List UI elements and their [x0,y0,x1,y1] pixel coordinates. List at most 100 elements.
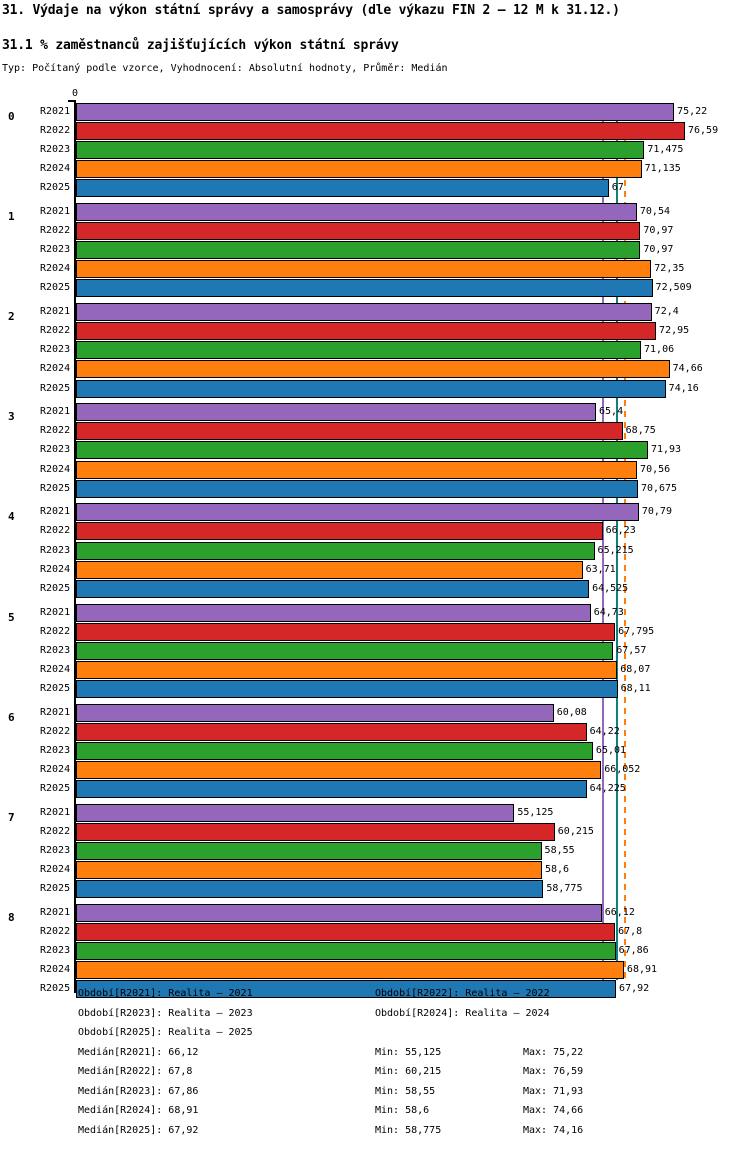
bar-R2021-6[interactable] [76,703,554,722]
bar-R2023-8[interactable] [76,941,616,960]
bar-R2024-3[interactable] [76,460,638,479]
bar-row-label-R2022: R2022 [40,825,71,837]
bar-row-label-R2022: R2022 [40,525,71,537]
bar-row[interactable]: R2024 72,35 [0,260,750,279]
bar-R2021-3[interactable] [76,403,597,422]
bar-row[interactable]: R2023 67,86 [0,941,750,961]
bar-R2025-8[interactable] [76,980,617,999]
bar-R2023-5[interactable] [76,641,614,660]
bar-row[interactable]: R2024 70,56 [0,460,750,480]
bar-R2025-6[interactable] [76,779,587,798]
bar-R2025-2[interactable] [76,379,666,398]
bar-row[interactable]: R2021 66,12 [0,903,750,923]
bar-row[interactable]: R2024 74,66 [0,360,750,379]
bar-R2022-6[interactable] [76,722,587,741]
bar-row[interactable]: R2021 75,22 [0,103,750,122]
bar-R2022-5[interactable] [76,622,616,641]
bar-row[interactable]: R2022 70,97 [0,222,750,241]
bar-R2023-1[interactable] [76,241,641,260]
bar-R2022-8[interactable] [76,922,616,941]
bar-R2024-2[interactable] [76,360,670,379]
bar-R2023-7[interactable] [76,841,542,860]
bar-row[interactable]: R2025 67,92 [0,980,750,999]
bar-row[interactable]: R2023 65,215 [0,541,750,561]
bar-row[interactable]: R2021 70,79 [0,503,750,522]
bar-R2022-1[interactable] [76,222,641,241]
bar-R2025-5[interactable] [76,679,618,698]
bar-row[interactable]: R2025 64,225 [0,779,750,799]
bar-R2021-8[interactable] [76,903,602,922]
bar-R2024-7[interactable] [76,860,542,879]
bar-row[interactable]: R2023 67,57 [0,641,750,661]
bar-R2024-0[interactable] [76,160,642,179]
bar-R2024-4[interactable] [76,560,583,579]
bar-row[interactable]: R2023 71,93 [0,441,750,460]
bar-row[interactable]: R2022 60,215 [0,822,750,842]
bar-R2022-2[interactable] [76,322,657,341]
bar-R2021-4[interactable] [76,503,639,522]
bar-value-label: 64,73 [593,606,624,618]
bar-row-label-R2022: R2022 [40,725,71,737]
bar-R2023-3[interactable] [76,441,648,460]
bar-R2024-1[interactable] [76,260,652,279]
bar-row[interactable]: R2023 71,475 [0,141,750,160]
bar-row[interactable]: R2025 70,675 [0,479,750,499]
bar-row[interactable]: R2024 68,07 [0,660,750,680]
bar-R2023-6[interactable] [76,741,593,760]
bar-R2022-4[interactable] [76,522,603,541]
bar-row-label-R2021: R2021 [40,806,71,818]
bar-row[interactable]: R2025 58,775 [0,880,750,899]
bar-row[interactable]: R2024 66,052 [0,760,750,780]
bar-row[interactable]: R2021 60,08 [0,703,750,723]
bar-row[interactable]: R2022 72,95 [0,322,750,341]
bar-row[interactable]: R2021 64,73 [0,603,750,623]
bar-row[interactable]: R2021 65,4 [0,403,750,422]
bar-R2021-5[interactable] [76,603,591,622]
bar-row[interactable]: R2021 55,125 [0,803,750,823]
bar-row[interactable]: R2021 70,54 [0,203,750,222]
bar-row[interactable]: R2022 67,8 [0,922,750,942]
bar-row[interactable]: R2025 64,525 [0,579,750,599]
bar-row-label-R2024: R2024 [40,263,71,275]
bar-R2024-5[interactable] [76,660,618,679]
bar-R2024-8[interactable] [76,961,624,980]
bar-row[interactable]: R2022 76,59 [0,122,750,141]
bar-R2023-2[interactable] [76,341,642,360]
bar-R2021-2[interactable] [76,303,652,322]
bar-row[interactable]: R2025 67 [0,179,750,198]
bar-row-label-R2022: R2022 [40,325,71,337]
bar-R2021-0[interactable] [76,103,675,121]
bar-R2025-1[interactable] [76,279,653,298]
bar-R2024-6[interactable] [76,760,602,779]
bar-row[interactable]: R2023 71,06 [0,341,750,360]
bar-R2023-0[interactable] [76,141,645,160]
bar-row[interactable]: R2024 68,91 [0,961,750,980]
bar-row[interactable]: R2024 71,135 [0,160,750,179]
legend-max-value: Max: 74,16 [523,1124,584,1136]
bar-R2022-0[interactable] [76,122,685,141]
bar-row[interactable]: R2025 68,11 [0,679,750,699]
bar-R2022-3[interactable] [76,422,623,441]
bar-row[interactable]: R2022 66,23 [0,522,750,541]
bar-row[interactable]: R2022 68,75 [0,422,750,441]
bar-row[interactable]: R2024 58,6 [0,860,750,880]
bar-R2025-4[interactable] [76,579,590,598]
bar-row[interactable]: R2023 65,01 [0,741,750,761]
bar-row[interactable]: R2021 72,4 [0,303,750,322]
bar-R2021-1[interactable] [76,203,637,222]
bar-R2023-4[interactable] [76,541,595,560]
bar-row[interactable]: R2024 63,71 [0,560,750,580]
bar-R2025-0[interactable] [76,179,609,198]
bar-row[interactable]: R2025 74,16 [0,379,750,399]
bar-R2025-3[interactable] [76,479,638,498]
bar-R2021-7[interactable] [76,803,515,822]
legend-min-value: Min: 60,215 [375,1066,442,1077]
bar-R2022-7[interactable] [76,822,555,841]
bar-row[interactable]: R2023 58,55 [0,841,750,861]
bar-R2025-7[interactable] [76,880,544,899]
bar-row[interactable]: R2022 64,22 [0,722,750,742]
bar-row[interactable]: R2023 70,97 [0,241,750,260]
bar-group-1: 1 R2021 70,54 R2022 70,97 R2023 70,97 R2024 72,3… [0,203,750,299]
bar-row[interactable]: R2025 72,509 [0,279,750,298]
bar-row[interactable]: R2022 67,795 [0,622,750,642]
